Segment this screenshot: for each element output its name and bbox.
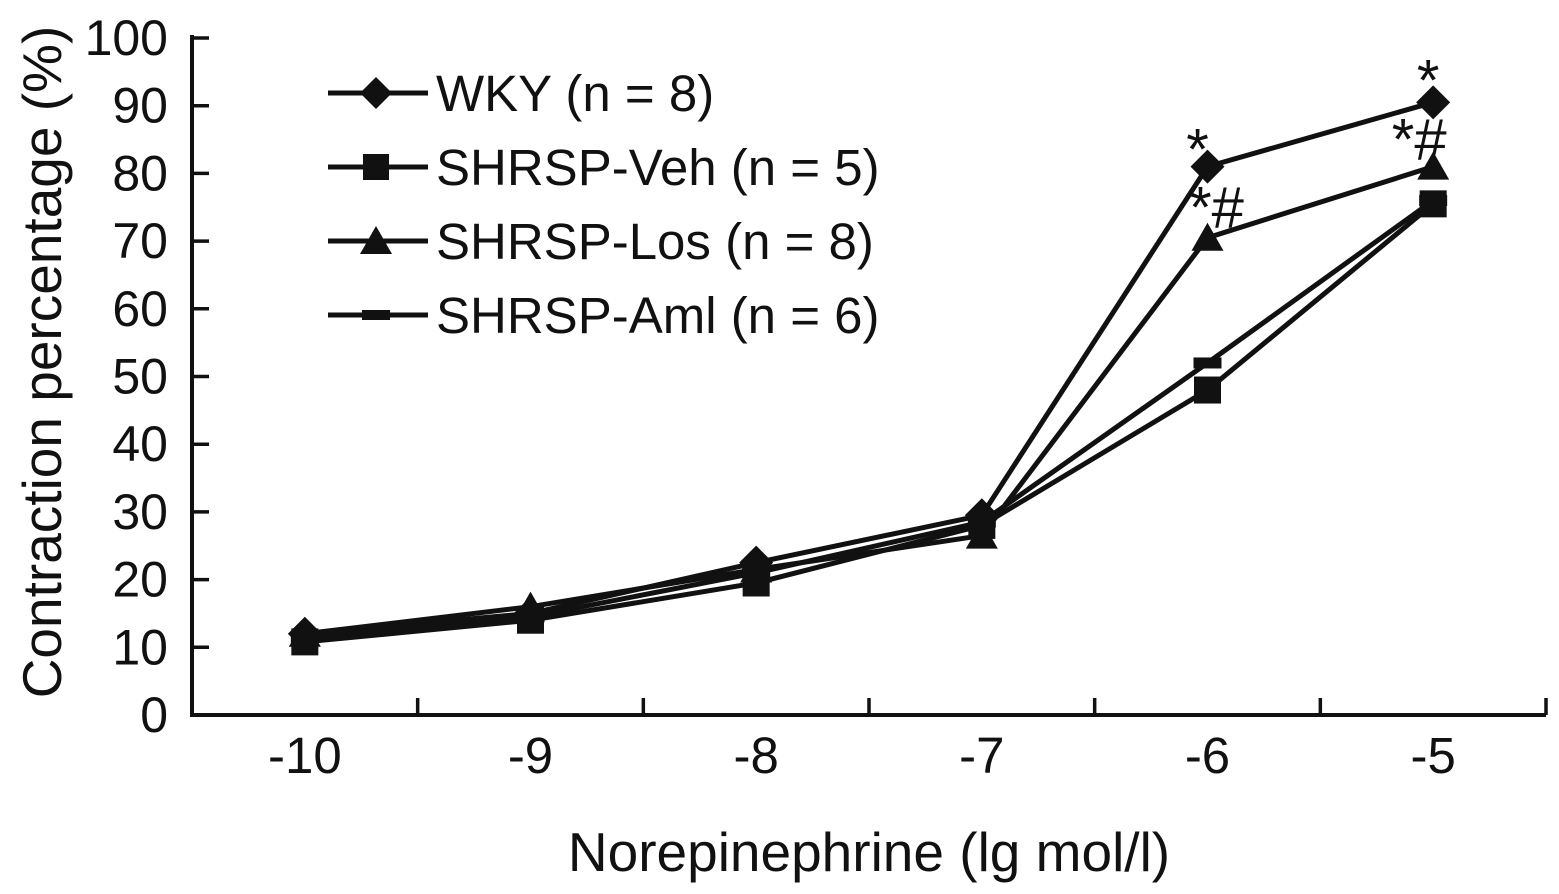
series-line-shrsp-aml — [304, 198, 1435, 641]
data-point-triangle — [1417, 151, 1450, 180]
legend-label-shrsp-veh: SHRSP-Veh (n = 5) — [436, 138, 880, 196]
square-marker-icon — [328, 154, 428, 180]
data-point-diamond — [1416, 85, 1451, 120]
legend-item-shrsp-aml: SHRSP-Aml (n = 6) — [328, 278, 880, 352]
y-tick-label: 80 — [112, 145, 168, 201]
y-tick-label: 100 — [85, 10, 168, 66]
diamond-marker-icon — [328, 77, 428, 109]
y-tick-label: 30 — [112, 484, 168, 540]
series-line-shrsp-veh — [304, 201, 1435, 645]
y-axis-title: Contraction percentage (%) — [11, 25, 73, 699]
significance-annotation: *# — [1189, 176, 1244, 241]
legend-label-shrsp-los: SHRSP-Los (n = 8) — [436, 212, 874, 270]
x-tick-label: -5 — [1410, 727, 1455, 784]
x-tick-label: -6 — [1185, 727, 1230, 784]
y-tick-label: 10 — [112, 619, 168, 675]
data-point-square — [1194, 376, 1221, 404]
series-line-wky — [304, 99, 1434, 637]
x-tick-label: -8 — [733, 727, 778, 784]
legend-label-wky: WKY (n = 8) — [436, 64, 715, 122]
legend-item-wky: WKY (n = 8) — [328, 56, 880, 130]
y-tick-label: 70 — [112, 213, 168, 269]
data-point-square — [742, 569, 770, 597]
data-point-square — [968, 511, 996, 539]
significance-annotation: *# — [1392, 108, 1447, 173]
data-point-square — [1419, 190, 1447, 218]
data-point-diamond — [1190, 149, 1225, 184]
data-point-square — [291, 628, 319, 656]
y-tick-label: 60 — [112, 281, 168, 337]
data-point-square — [517, 606, 544, 634]
x-tick-label: -10 — [268, 727, 342, 784]
data-point-triangle — [1191, 222, 1224, 251]
legend-label-shrsp-aml: SHRSP-Aml (n = 6) — [436, 286, 880, 344]
dash-marker-icon — [328, 310, 428, 320]
significance-annotation: * — [1186, 118, 1209, 183]
triangle-marker-icon — [328, 226, 428, 254]
data-point-dash — [1193, 357, 1222, 369]
chart-legend: WKY (n = 8) SHRSP-Veh (n = 5) SHRSP-Los … — [328, 56, 880, 352]
legend-item-shrsp-los: SHRSP-Los (n = 8) — [328, 204, 880, 278]
y-tick-label: 20 — [112, 552, 168, 608]
x-tick-label: -7 — [959, 727, 1004, 784]
y-tick-label: 50 — [112, 349, 168, 405]
x-tick-label: -9 — [508, 727, 553, 784]
y-tick-label: 0 — [140, 687, 168, 743]
y-tick-label: 90 — [112, 78, 168, 134]
x-axis-title: Norepinephrine (lg mol/l) — [567, 821, 1171, 883]
significance-annotation: * — [1417, 48, 1440, 113]
legend-item-shrsp-veh: SHRSP-Veh (n = 5) — [328, 130, 880, 204]
y-tick-label: 40 — [112, 416, 168, 472]
